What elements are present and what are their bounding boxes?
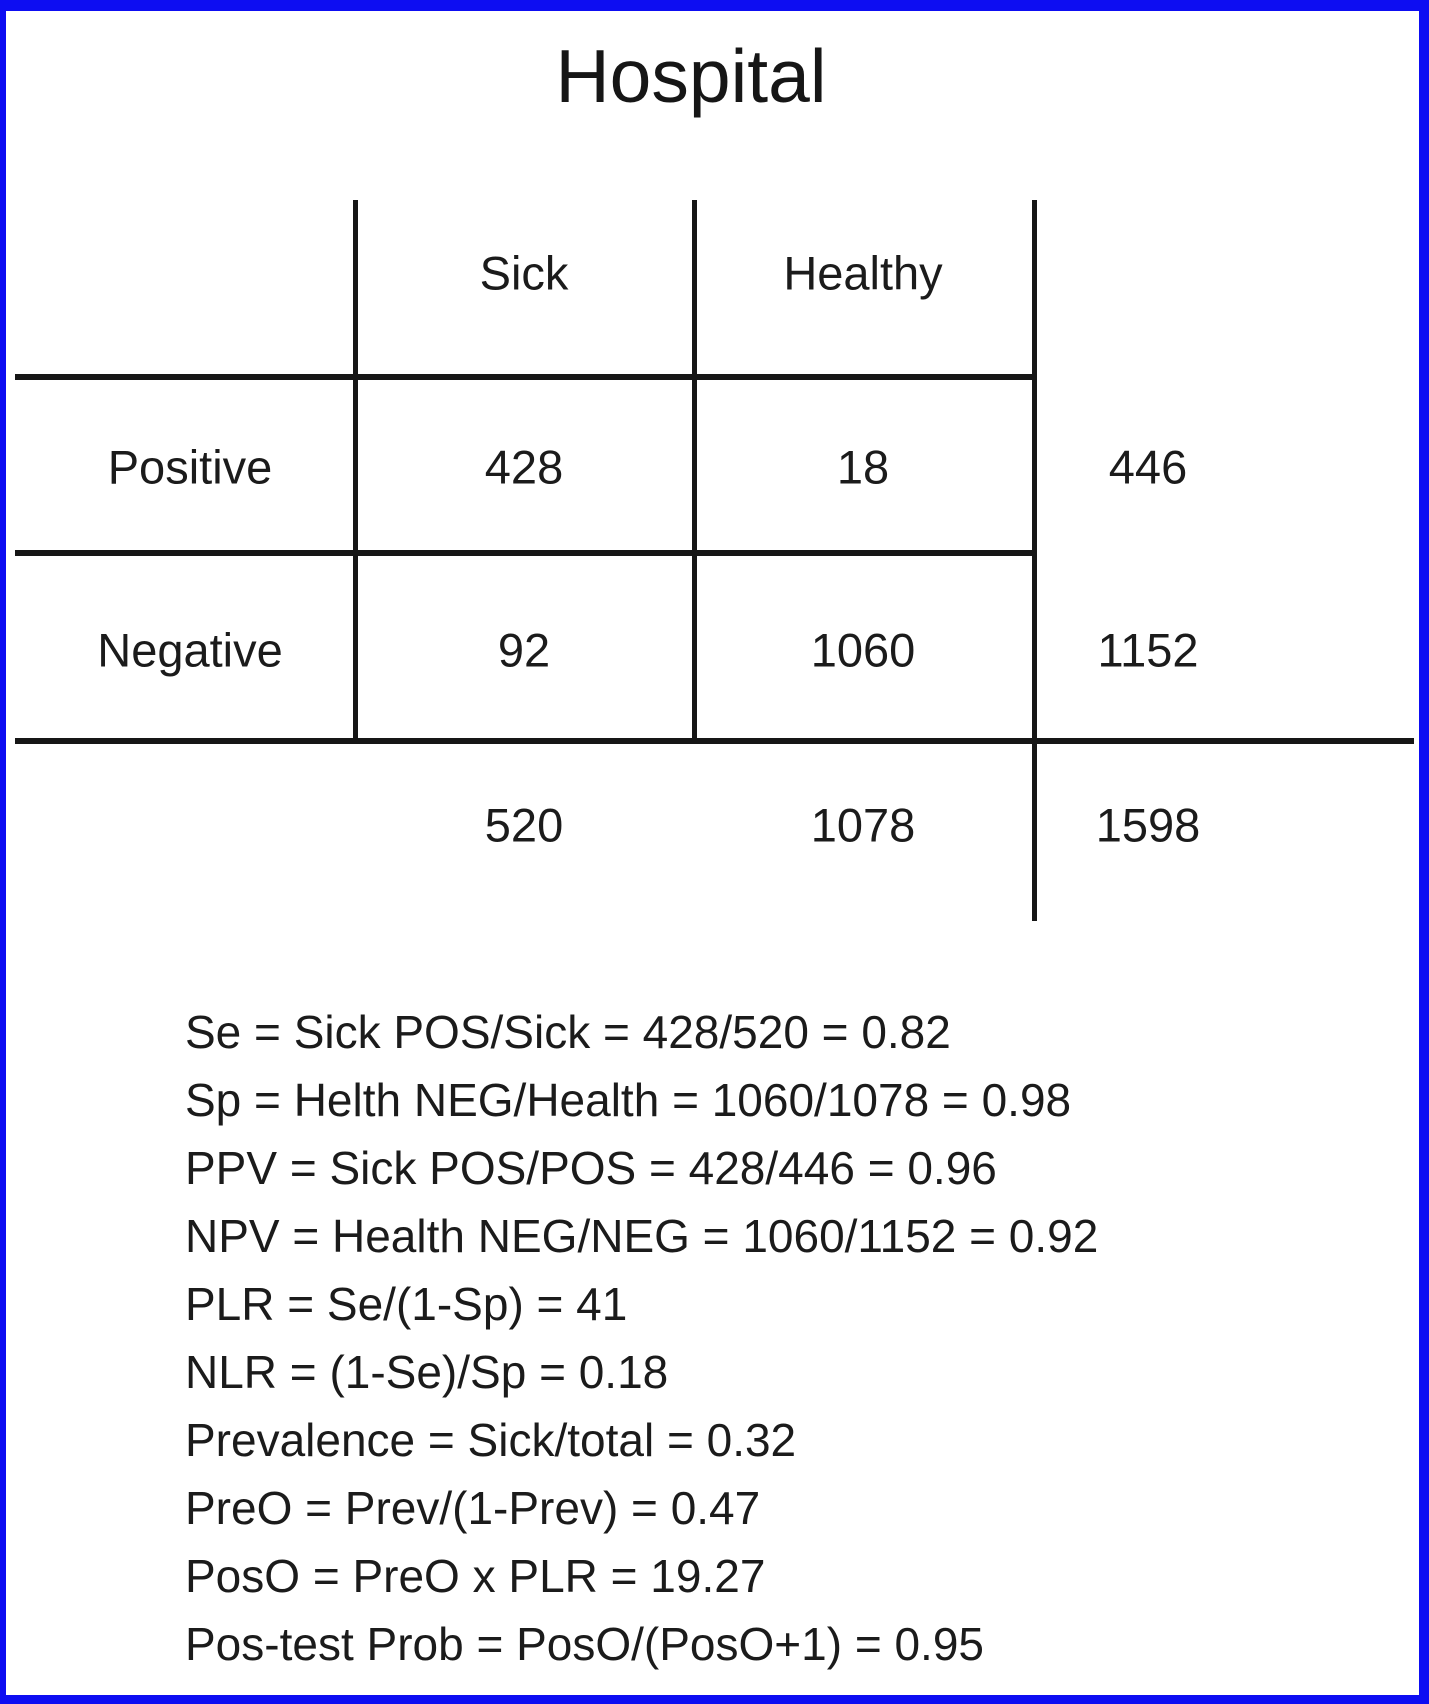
cell-grand-total: 1598	[1095, 798, 1201, 852]
formula-specificity: Sp = Helth NEG/Health = 1060/1078 = 0.98	[185, 1074, 1072, 1126]
row-header-positive: Positive	[107, 440, 273, 494]
table-horizontal-line-3	[15, 738, 1414, 744]
cell-positive-sick: 428	[484, 440, 564, 494]
formula-prevalence: Prevalence = Sick/total = 0.32	[185, 1414, 797, 1466]
formula-posttest-odds: PosO = PreO x PLR = 19.27	[185, 1550, 766, 1602]
table-vertical-line-3	[1032, 200, 1037, 921]
table-horizontal-line-1	[15, 374, 1037, 380]
cell-negative-healthy: 1060	[810, 623, 916, 677]
cell-positive-total: 446	[1108, 440, 1188, 494]
formula-ppv: PPV = Sick POS/POS = 428/446 = 0.96	[185, 1142, 997, 1194]
formula-pretest-odds: PreO = Prev/(1-Prev) = 0.47	[185, 1482, 761, 1534]
row-header-negative: Negative	[97, 623, 283, 677]
table-vertical-line-1	[353, 200, 358, 744]
table-horizontal-line-2	[15, 550, 1037, 556]
cell-total-sick: 520	[484, 798, 564, 852]
page-title: Hospital	[555, 34, 827, 118]
col-header-sick: Sick	[479, 246, 569, 300]
formula-npv: NPV = Health NEG/NEG = 1060/1152 = 0.92	[185, 1210, 1099, 1262]
cell-total-healthy: 1078	[810, 798, 916, 852]
formula-nlr: NLR = (1-Se)/Sp = 0.18	[185, 1346, 669, 1398]
cell-negative-total: 1152	[1097, 623, 1199, 677]
formula-list: Se = Sick POS/Sick = 428/520 = 0.82 Sp =…	[185, 998, 1098, 1678]
formula-posttest-probability: Pos-test Prob = PosO/(PosO+1) = 0.95	[185, 1618, 985, 1670]
table-vertical-line-2	[692, 200, 697, 744]
formula-plr: PLR = Se/(1-Sp) = 41	[185, 1278, 628, 1330]
cell-negative-sick: 92	[497, 623, 551, 677]
cell-positive-healthy: 18	[836, 440, 890, 494]
col-header-healthy: Healthy	[783, 246, 943, 300]
formula-sensitivity: Se = Sick POS/Sick = 428/520 = 0.82	[185, 1006, 951, 1058]
